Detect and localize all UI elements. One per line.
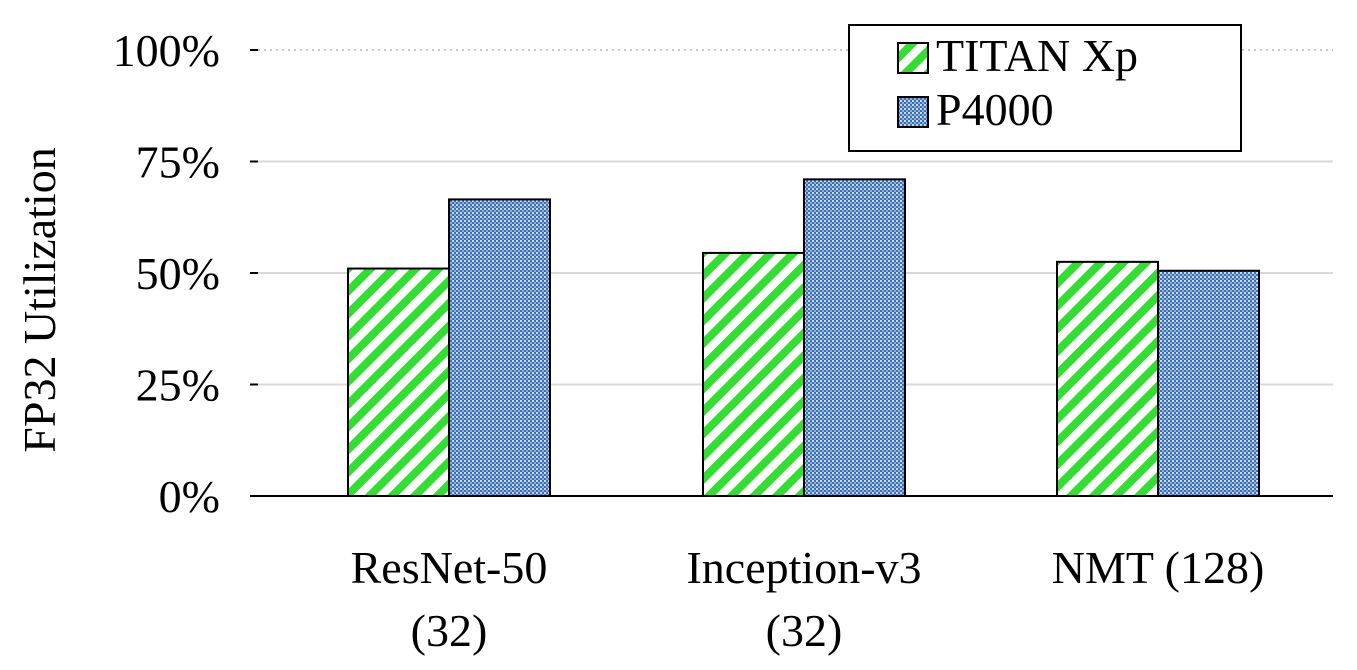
legend-label: P4000 [936, 84, 1054, 135]
legend-label: TITAN Xp [936, 30, 1138, 81]
bar-titan-xp [347, 267, 450, 498]
x-tick-label: NMT (128) [1052, 542, 1265, 593]
y-tick-label: 25% [136, 360, 220, 411]
x-tick-label: (32) [766, 605, 843, 656]
y-tick-label: 50% [136, 248, 220, 299]
bars [347, 178, 1260, 498]
x-tick-label: Inception-v3 [686, 542, 921, 593]
y-tick-label: 100% [113, 25, 220, 76]
bar-p4000 [448, 198, 551, 497]
bar-titan-xp [1056, 260, 1159, 497]
legend-swatch [897, 42, 929, 74]
x-tick-label: ResNet-50 [351, 542, 548, 593]
y-tick-labels: 0% 25% 50% 75% 100% [113, 25, 258, 522]
bar-p4000 [1157, 269, 1260, 497]
legend-swatch [897, 96, 929, 128]
bar-p4000 [803, 178, 906, 497]
y-tick-label: 0% [159, 471, 220, 522]
y-tick-label: 75% [136, 137, 220, 188]
legend-box [848, 24, 1242, 152]
bar-titan-xp [702, 251, 805, 497]
x-tick-label: (32) [411, 605, 488, 656]
x-tick-labels: ResNet-50 (32) Inception-v3 (32) NMT (128) [351, 542, 1265, 656]
y-axis-label: FP32 Utilization [14, 147, 65, 452]
